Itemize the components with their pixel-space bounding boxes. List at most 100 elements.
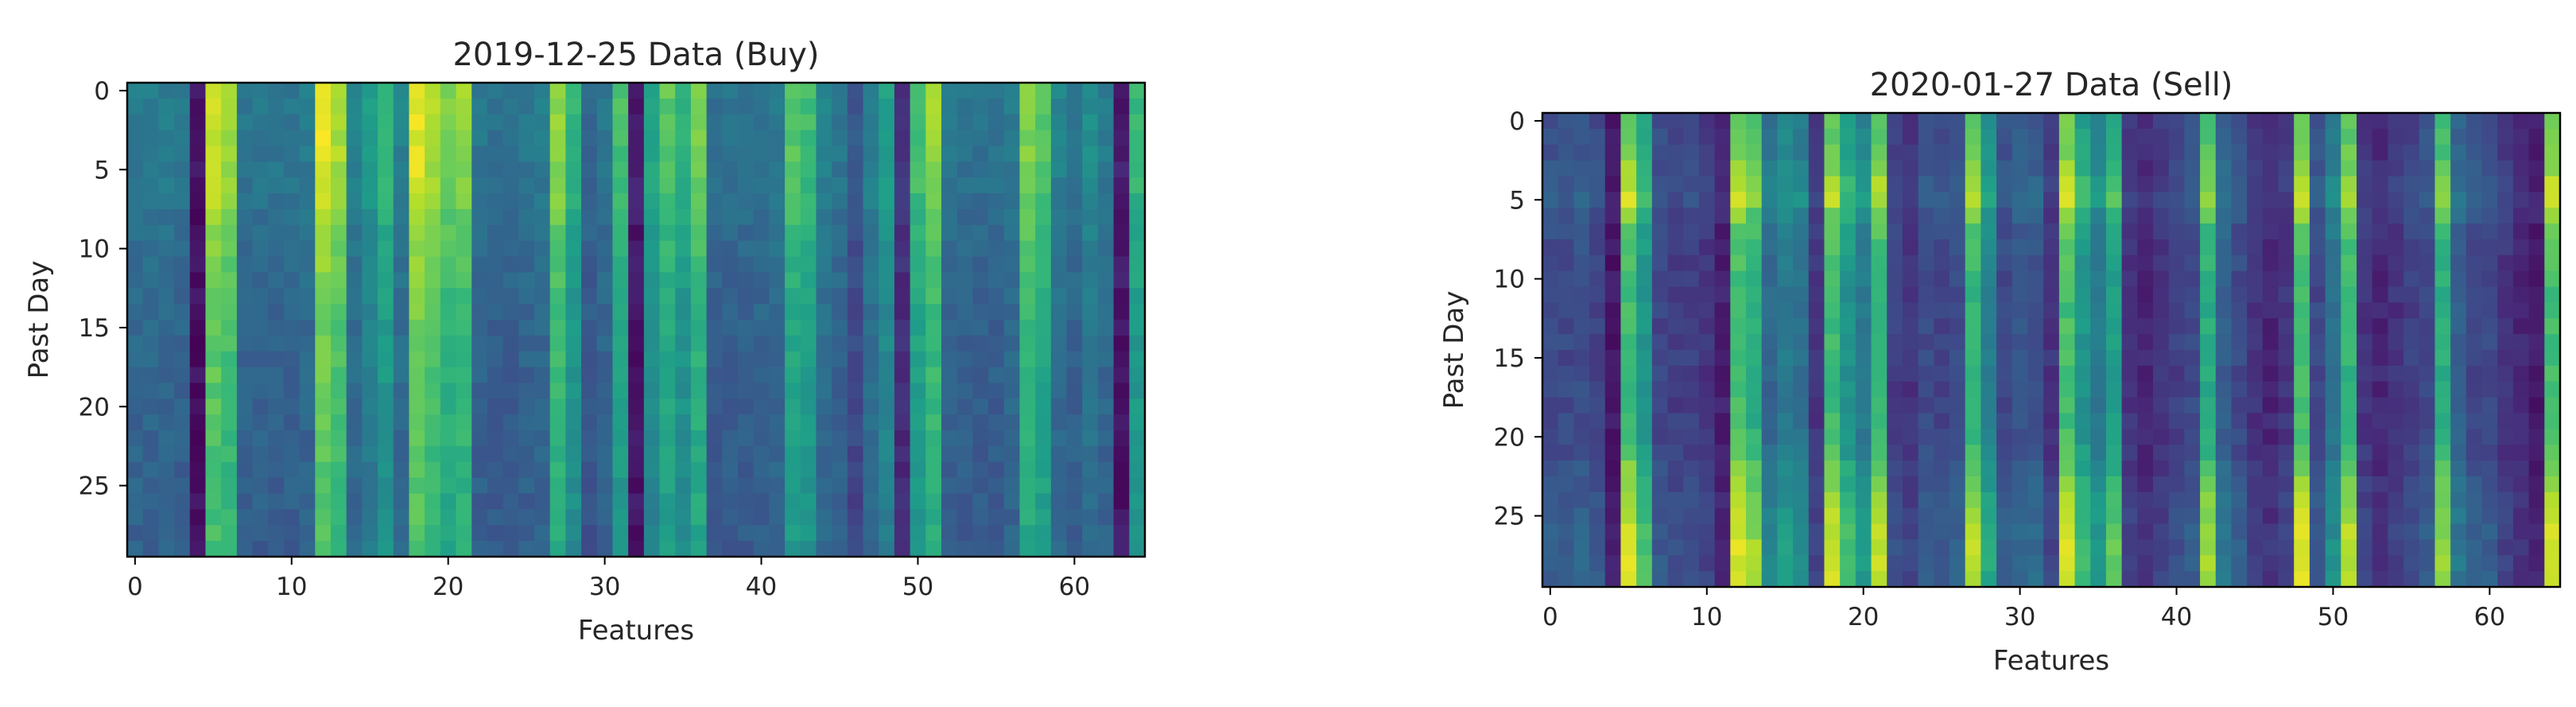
heatmap-cell xyxy=(2528,254,2545,272)
heatmap-cell xyxy=(1777,334,1794,351)
heatmap-cell xyxy=(2325,192,2341,208)
heatmap-cell xyxy=(2184,460,2201,477)
heatmap-cell xyxy=(1965,507,1981,525)
heatmap-cell xyxy=(1777,445,1794,461)
heatmap-cell xyxy=(988,351,1005,368)
heatmap-cell xyxy=(675,477,692,495)
heatmap-cell xyxy=(2512,176,2530,192)
heatmap-cell xyxy=(925,320,942,336)
heatmap-cell xyxy=(1871,429,1887,445)
heatmap-cell xyxy=(2153,365,2170,383)
heatmap-cell xyxy=(425,224,441,242)
heatmap-cell xyxy=(1855,491,1872,509)
heatmap-cell xyxy=(659,288,676,305)
heatmap-cell xyxy=(581,461,598,479)
heatmap-cell xyxy=(283,208,301,226)
heatmap-cell xyxy=(2262,571,2279,588)
heatmap-cell xyxy=(1097,98,1115,115)
heatmap-cell xyxy=(378,430,394,447)
heatmap-cell xyxy=(1855,334,1872,351)
heatmap-cell xyxy=(769,398,786,415)
heatmap-cell xyxy=(409,477,425,495)
heatmap-cell xyxy=(1636,491,1653,509)
heatmap-cell xyxy=(2184,254,2201,272)
heatmap-cell xyxy=(362,351,378,368)
heatmap-cell xyxy=(2153,445,2170,461)
heatmap-cell xyxy=(2137,397,2154,414)
heatmap-cell xyxy=(690,414,708,431)
heatmap-cell xyxy=(910,240,926,258)
heatmap-cell xyxy=(910,493,926,510)
heatmap-cell xyxy=(2403,144,2420,161)
heatmap-cell xyxy=(2168,445,2185,461)
heatmap-cell xyxy=(2262,334,2279,351)
heatmap-cell xyxy=(283,83,301,99)
heatmap-cell xyxy=(456,493,472,510)
heatmap-cell xyxy=(1949,381,1966,398)
heatmap-cell xyxy=(1542,350,1559,367)
heatmap-cell xyxy=(518,208,535,226)
heatmap-cell xyxy=(1082,98,1099,115)
heatmap-cell xyxy=(1698,334,1716,351)
heatmap-cell xyxy=(1558,429,1574,445)
heatmap-cell xyxy=(252,177,269,194)
heatmap-cell xyxy=(1965,350,1981,367)
heatmap-cell xyxy=(471,177,488,194)
heatmap-cell xyxy=(1082,256,1099,273)
heatmap-cell xyxy=(2481,160,2498,177)
heatmap-cell xyxy=(706,114,723,131)
heatmap-cell xyxy=(2262,429,2279,445)
heatmap-cell xyxy=(425,304,441,320)
heatmap-cell xyxy=(471,367,488,384)
heatmap-cell xyxy=(346,493,363,510)
heatmap-cell xyxy=(2341,239,2357,256)
heatmap-cell xyxy=(1019,98,1036,115)
heatmap-cell xyxy=(1019,493,1036,510)
heatmap-cell xyxy=(1082,304,1099,320)
heatmap-cell xyxy=(847,272,864,289)
heatmap-cell xyxy=(127,130,144,147)
heatmap-cell xyxy=(456,304,472,320)
heatmap-cell xyxy=(268,304,285,320)
heatmap-cell xyxy=(471,525,488,542)
heatmap-cell xyxy=(409,288,425,305)
heatmap-cell xyxy=(2027,270,2044,288)
heatmap-cell xyxy=(315,383,332,399)
heatmap-cell xyxy=(785,477,801,495)
heatmap-cell xyxy=(1558,413,1574,429)
heatmap-cell xyxy=(2372,555,2388,572)
heatmap-cell xyxy=(2184,523,2201,540)
heatmap-cell xyxy=(142,208,159,226)
heatmap-cell xyxy=(1066,525,1083,542)
heatmap-cell xyxy=(1887,160,1903,177)
heatmap-cell xyxy=(956,398,973,415)
heatmap-cell xyxy=(2341,460,2357,477)
heatmap-cell xyxy=(1714,113,1731,130)
heatmap-cell xyxy=(2168,507,2185,525)
heatmap-cell xyxy=(471,414,488,431)
heatmap-cell xyxy=(1589,176,1606,192)
heatmap-cell xyxy=(1777,128,1794,146)
heatmap-cell xyxy=(1730,460,1747,477)
heatmap-cell xyxy=(2074,460,2091,477)
heatmap-cell xyxy=(1808,429,1825,445)
heatmap-cell xyxy=(2043,318,2060,335)
heatmap-cell xyxy=(2419,128,2436,146)
heatmap-cell xyxy=(675,161,692,178)
heatmap-cell xyxy=(440,161,457,178)
heatmap-cell xyxy=(2200,286,2217,303)
heatmap-cell xyxy=(2528,334,2545,351)
heatmap-cell xyxy=(596,541,614,557)
heatmap-cell xyxy=(1996,318,2013,335)
heatmap-cell xyxy=(1558,223,1574,240)
heatmap-cell xyxy=(2481,491,2498,509)
heatmap-cell xyxy=(847,351,864,368)
heatmap-cell xyxy=(738,130,755,147)
heatmap-cell xyxy=(596,224,614,242)
heatmap-cell xyxy=(659,414,676,431)
heatmap-cell xyxy=(158,130,175,147)
heatmap-cell xyxy=(2403,208,2420,224)
heatmap-cell xyxy=(2403,381,2420,398)
heatmap-cell xyxy=(2074,429,2091,445)
heatmap-cell xyxy=(1887,350,1903,367)
